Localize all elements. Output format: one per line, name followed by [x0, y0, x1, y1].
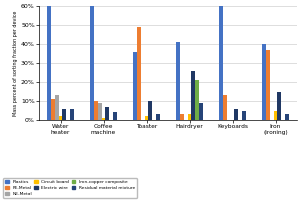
Bar — [47, 0, 51, 120]
Bar — [102, 118, 105, 120]
Bar — [176, 42, 180, 120]
Bar — [62, 109, 66, 120]
Bar — [195, 80, 199, 120]
Legend: Plastics, FE-Metal, NE-Metal, Circuit board, Electric wire, Iron-copper composit: Plastics, FE-Metal, NE-Metal, Circuit bo… — [3, 178, 137, 198]
Bar — [262, 44, 266, 120]
Bar — [137, 27, 141, 120]
Y-axis label: Mass percent of sorting fraction per device: Mass percent of sorting fraction per dev… — [13, 10, 18, 116]
Bar — [113, 112, 117, 120]
Bar — [199, 103, 203, 120]
Bar — [105, 107, 109, 120]
Bar — [180, 114, 184, 120]
Bar — [223, 95, 227, 120]
Bar — [285, 114, 289, 120]
Bar — [219, 0, 223, 120]
Bar — [278, 92, 281, 120]
Bar — [145, 116, 148, 120]
Bar — [191, 71, 195, 120]
Bar — [70, 109, 74, 120]
Bar — [51, 99, 55, 120]
Bar — [266, 50, 270, 120]
Bar — [148, 101, 152, 120]
Bar — [234, 109, 238, 120]
Bar — [274, 110, 278, 120]
Bar — [58, 116, 62, 120]
Bar — [188, 114, 191, 120]
Bar — [55, 95, 59, 120]
Bar — [242, 110, 246, 120]
Bar — [90, 0, 94, 120]
Bar — [156, 114, 160, 120]
Bar — [94, 101, 98, 120]
Bar — [133, 52, 137, 120]
Bar — [98, 103, 102, 120]
